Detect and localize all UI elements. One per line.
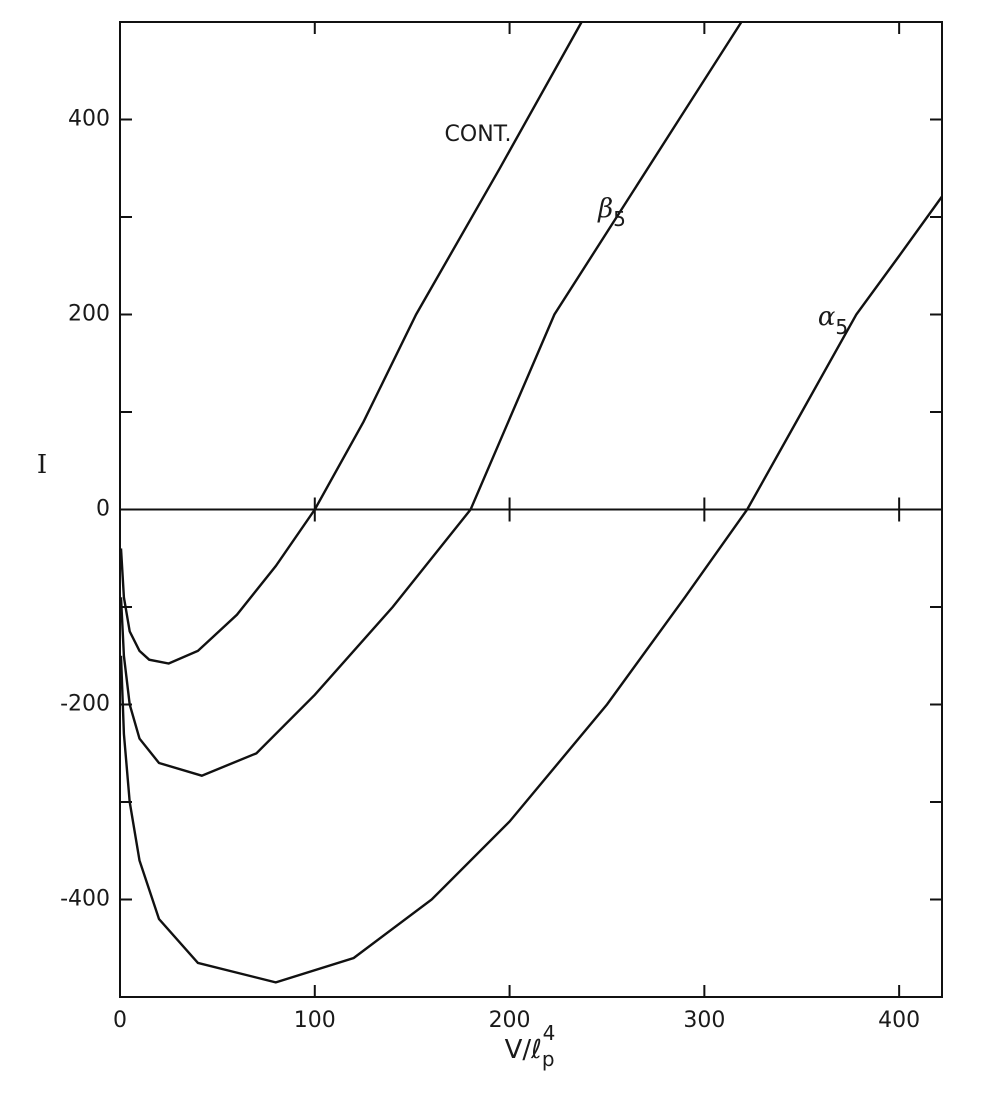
y-tick-label: -400 [60,887,110,912]
x-tick-label: 400 [878,1008,920,1033]
y-tick-label: -200 [60,692,110,717]
x-axis-label-base: V/ℓ [505,1035,542,1065]
curve-label: α5 [818,302,848,339]
x-tick-label: 100 [294,1008,336,1033]
y-axis-label: I [37,450,47,480]
curve-label-sub: 5 [613,207,626,231]
x-tick-label: 300 [683,1008,725,1033]
y-tick-label: 0 [96,497,110,522]
x-tick-label: 200 [489,1008,531,1033]
curve-label: CONT. [445,122,512,147]
curve [119,195,943,984]
x-axis-label-sup: 4 [543,1021,556,1045]
curve-label-sub: 5 [835,315,848,339]
curve-label-name: β [597,194,613,224]
x-axis-label: V/ℓp4 [505,1021,556,1071]
y-tick-label: 200 [68,302,110,327]
x-tick-label: 0 [113,1008,127,1033]
curve-label: β5 [597,194,626,231]
curve-label-name: α [818,302,836,332]
x-axis-label-sub: p [542,1047,555,1071]
y-tick-label: 400 [68,107,110,132]
curve [119,21,743,777]
curve-label-name: CONT. [445,122,512,147]
curve [119,21,583,665]
